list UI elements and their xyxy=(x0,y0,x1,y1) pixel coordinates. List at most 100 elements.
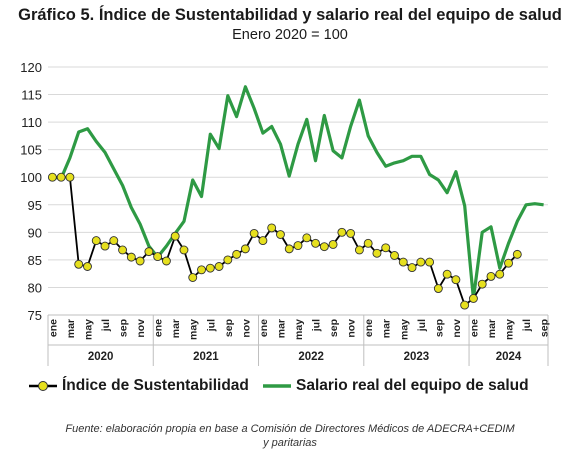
point-sustentabilidad xyxy=(188,273,198,282)
y-tick-label: 110 xyxy=(21,115,42,130)
point-sustentabilidad xyxy=(407,263,417,273)
point-sustentabilidad xyxy=(442,269,452,279)
point-sustentabilidad xyxy=(179,245,189,255)
x-tick-label: sep xyxy=(433,319,445,337)
legend-swatch-salario xyxy=(263,384,291,388)
point-sustentabilidad xyxy=(65,172,75,182)
point-sustentabilidad xyxy=(83,262,92,271)
point-sustentabilidad xyxy=(390,251,399,260)
x-tick-label: sep xyxy=(118,319,130,337)
point-sustentabilidad xyxy=(354,245,364,255)
x-tick-label: mar xyxy=(275,319,287,338)
point-sustentabilidad xyxy=(109,236,119,246)
chart-subtitle: Enero 2020 = 100 xyxy=(232,27,348,43)
year-label: 2021 xyxy=(193,351,219,363)
point-sustentabilidad xyxy=(495,269,505,279)
x-tick-label: sep xyxy=(539,319,551,337)
x-tick-label: jul xyxy=(205,319,217,332)
x-tick-label: mar xyxy=(170,319,182,338)
point-sustentabilidad xyxy=(258,236,268,246)
point-sustentabilidad xyxy=(512,249,522,259)
y-tick-label: 115 xyxy=(21,88,42,103)
x-tick-label: jul xyxy=(416,319,428,332)
point-sustentabilidad xyxy=(205,263,215,273)
x-tick-label: nov xyxy=(135,319,147,338)
x-axis: ene mar may jul sep nov ene mar may jul sep nov ene m… xyxy=(47,314,551,366)
series-layer xyxy=(47,85,544,310)
point-sustentabilidad xyxy=(477,279,487,289)
point-sustentabilidad xyxy=(468,294,478,303)
point-sustentabilidad xyxy=(144,247,154,257)
y-tick-label: 100 xyxy=(20,170,42,185)
x-tick-label: sep xyxy=(223,319,235,337)
x-tick-label: may xyxy=(82,319,94,340)
x-tick-label: jul xyxy=(100,319,112,332)
point-sustentabilidad xyxy=(135,256,145,266)
point-sustentabilidad xyxy=(267,223,277,233)
x-tick-label: nov xyxy=(346,319,358,338)
point-sustentabilidad xyxy=(100,241,110,251)
point-sustentabilidad xyxy=(56,172,66,182)
legend-item-salario: Salario real del equipo de salud xyxy=(262,377,529,395)
y-tick-label: 80 xyxy=(28,280,42,295)
source-note: Fuente: elaboración propia en base a Com… xyxy=(0,422,580,450)
point-sustentabilidad xyxy=(372,248,382,258)
x-tick-label: nov xyxy=(240,319,252,338)
point-sustentabilidad xyxy=(249,228,259,238)
point-sustentabilidad xyxy=(311,238,320,248)
point-sustentabilidad xyxy=(197,265,206,275)
legend-label-sustentabilidad: Índice de Sustentabilidad xyxy=(62,377,249,394)
x-tick-label: may xyxy=(188,319,200,340)
point-sustentabilidad xyxy=(451,275,461,285)
y-tick-label: 85 xyxy=(28,253,42,268)
y-axis: 75 80 85 90 95 100 105 110 115 120 xyxy=(20,60,42,323)
point-sustentabilidad xyxy=(223,255,233,265)
legend-label-salario: Salario real del equipo de salud xyxy=(296,377,529,394)
point-sustentabilidad xyxy=(416,257,426,267)
point-sustentabilidad xyxy=(47,172,57,182)
series-line-salario xyxy=(52,85,544,301)
x-tick-label: ene xyxy=(153,319,165,337)
x-tick-label: nov xyxy=(451,319,463,338)
x-tick-label: ene xyxy=(363,319,375,337)
point-sustentabilidad xyxy=(232,249,242,259)
y-tick-label: 75 xyxy=(28,308,42,323)
x-tick-label: jul xyxy=(521,319,533,332)
point-sustentabilidad xyxy=(74,259,84,269)
point-sustentabilidad xyxy=(276,230,285,239)
point-sustentabilidad xyxy=(460,300,470,310)
point-sustentabilidad xyxy=(153,252,163,262)
point-sustentabilidad xyxy=(319,242,329,252)
point-sustentabilidad xyxy=(433,284,443,293)
point-sustentabilidad xyxy=(126,252,136,262)
point-sustentabilidad xyxy=(504,258,513,268)
x-tick-label: ene xyxy=(258,319,270,337)
point-sustentabilidad xyxy=(240,244,250,254)
point-sustentabilidad xyxy=(346,228,356,238)
chart-title: Gráfico 5. Índice de Sustentabilidad y s… xyxy=(18,6,562,24)
y-tick-label: 95 xyxy=(28,198,42,213)
x-tick-label: jul xyxy=(311,319,323,332)
year-label: 2024 xyxy=(496,351,522,363)
x-tick-label: sep xyxy=(328,319,340,337)
x-tick-label: ene xyxy=(468,319,480,337)
point-sustentabilidad xyxy=(302,233,312,243)
x-tick-label: mar xyxy=(65,319,77,338)
point-sustentabilidad xyxy=(118,245,128,255)
x-tick-label: may xyxy=(504,319,516,340)
point-sustentabilidad xyxy=(363,238,373,248)
y-tick-label: 120 xyxy=(20,60,42,75)
source-line-2: y paritarias xyxy=(263,437,317,449)
point-sustentabilidad xyxy=(381,243,391,253)
y-tick-label: 105 xyxy=(20,143,42,158)
point-sustentabilidad xyxy=(214,262,224,271)
point-sustentabilidad xyxy=(91,236,101,246)
x-tick-label: mar xyxy=(486,319,498,338)
point-sustentabilidad xyxy=(170,231,180,241)
source-line-1: Fuente: elaboración propia en base a Com… xyxy=(65,423,515,435)
y-tick-label: 90 xyxy=(28,225,42,240)
legend-item-sustentabilidad: Índice de Sustentabilidad xyxy=(28,377,249,395)
legend-swatch-sustentabilidad xyxy=(29,381,57,391)
x-tick-label: ene xyxy=(47,319,59,337)
